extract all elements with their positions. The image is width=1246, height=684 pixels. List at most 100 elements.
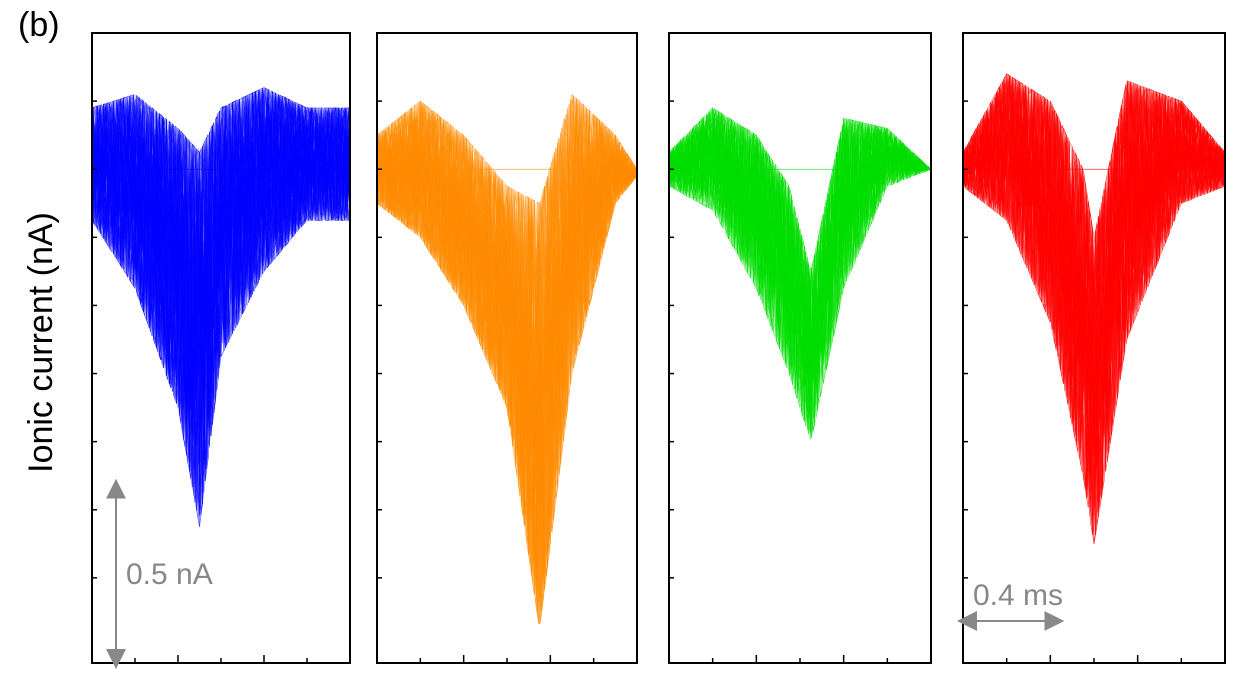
trace-line [963, 75, 1225, 395]
trace-line [92, 89, 350, 326]
trace-line [377, 103, 637, 407]
trace-line [377, 106, 637, 518]
trace-line [669, 114, 931, 373]
trace-line [377, 157, 637, 625]
trace-line [963, 75, 1225, 405]
trace-line [669, 107, 931, 348]
trace-line [92, 115, 350, 512]
trace-line [669, 109, 931, 389]
trace-line [669, 111, 931, 358]
trace-line [963, 91, 1225, 535]
trace-line [963, 72, 1225, 409]
scale-bar-horizontal: 0.4 ms [957, 579, 1065, 631]
trace-line [963, 76, 1225, 402]
trace-line [963, 82, 1225, 461]
trace-line [669, 128, 931, 437]
trace-line [377, 149, 637, 624]
trace-line [669, 109, 931, 379]
trace-line [669, 133, 931, 431]
trace-line [963, 105, 1225, 486]
trace-cloud-4 [963, 72, 1225, 544]
trace-line [669, 112, 931, 375]
trace-line [92, 152, 350, 519]
trace-line [377, 110, 637, 532]
trace-line [963, 141, 1225, 544]
trace-line [92, 91, 350, 404]
trace-line [92, 107, 350, 453]
trace-line [377, 155, 637, 614]
trace-line [669, 135, 931, 433]
trace-line [377, 160, 637, 625]
trace-line [92, 88, 350, 401]
trace-line [377, 146, 637, 604]
trace-line [963, 104, 1225, 511]
trace-line [377, 120, 637, 565]
trace-line [669, 114, 931, 383]
trace-line [92, 88, 350, 369]
trace-line [669, 118, 931, 392]
trace-line [377, 149, 637, 605]
trace-line [377, 140, 637, 594]
trace-line [669, 136, 931, 422]
trace-line [377, 104, 637, 516]
trace-line [669, 120, 931, 428]
trace-line [669, 113, 931, 405]
trace-line [92, 132, 350, 482]
trace-line [92, 109, 350, 478]
scale-bar-vertical: 0.5 nA [106, 478, 213, 669]
trace-line [669, 115, 931, 406]
trace-line [963, 144, 1225, 544]
trace-line [963, 77, 1225, 412]
trace-line [377, 96, 637, 453]
trace-line [963, 134, 1225, 526]
trace-line [92, 116, 350, 434]
trace-line [377, 101, 637, 514]
trace-line [92, 150, 350, 503]
trace-line [669, 112, 931, 388]
trace-line [669, 147, 931, 411]
trace-line [377, 94, 637, 430]
trace-line [963, 122, 1225, 517]
trace-line [669, 121, 931, 416]
trace-line [963, 142, 1225, 526]
trace-line [92, 121, 350, 462]
trace-line [669, 135, 931, 424]
trace-line [377, 157, 637, 625]
trace-line [669, 112, 931, 400]
trace-line [669, 147, 931, 439]
trace-line [92, 136, 350, 516]
trace-line [669, 147, 931, 439]
trace-line [669, 108, 931, 356]
trace-line [92, 98, 350, 454]
trace-line [92, 127, 350, 505]
trace-line [963, 74, 1225, 392]
trace-line [669, 112, 931, 389]
trace-line [669, 108, 931, 350]
trace-line [377, 109, 637, 588]
trace-line [92, 136, 350, 509]
trace-line [963, 77, 1225, 398]
trace-line [92, 149, 350, 505]
trace-line [963, 108, 1225, 490]
trace-line [669, 124, 931, 399]
trace-line [963, 74, 1225, 387]
trace-line [377, 99, 637, 415]
trace-line [669, 115, 931, 377]
trace-line [377, 157, 637, 625]
trace-line [963, 127, 1225, 544]
trace-line [92, 90, 350, 438]
trace-line [92, 145, 350, 480]
trace-line [92, 88, 350, 345]
trace-line [377, 162, 637, 615]
trace-line [963, 129, 1225, 526]
trace-line [963, 75, 1225, 421]
trace-line [92, 136, 350, 515]
trace-line [669, 154, 931, 440]
trace-line [377, 101, 637, 498]
trace-line [92, 124, 350, 516]
trace-line [669, 146, 931, 432]
trace-line [963, 99, 1225, 499]
trace-line [963, 75, 1225, 419]
trace-line [669, 150, 931, 435]
trace-line [92, 87, 350, 395]
